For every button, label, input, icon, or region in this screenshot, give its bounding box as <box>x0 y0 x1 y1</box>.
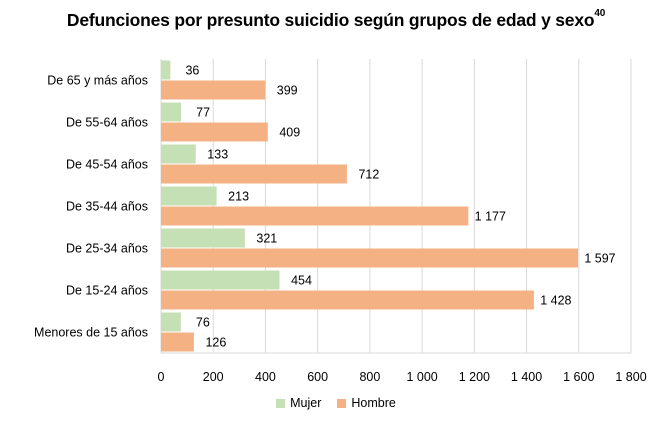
legend: Mujer Hombre <box>0 396 672 410</box>
data-label-hombre: 1 428 <box>540 294 571 308</box>
legend-item-mujer[interactable]: Mujer <box>276 396 321 410</box>
data-label-mujer: 213 <box>228 190 249 204</box>
bar-hombre <box>161 332 194 352</box>
x-tick-label: 800 <box>359 370 380 384</box>
category-label: De 55-64 años <box>66 116 148 130</box>
data-labels: 36 399 77 409 133 712 213 1 177 321 1 597 454 1 428… <box>185 64 615 350</box>
data-label-hombre: 1 597 <box>584 252 615 266</box>
title-footnote: 40 <box>594 8 606 19</box>
data-label-mujer: 36 <box>185 64 199 78</box>
x-tick-label: 1 000 <box>406 370 437 384</box>
category-label: De 35-44 años <box>66 200 148 214</box>
x-tick-label: 600 <box>307 370 328 384</box>
x-tick-label: 1 600 <box>563 370 594 384</box>
chart-title: Defunciones por presunto suicidio según … <box>0 8 672 31</box>
x-tick-label: 1 200 <box>459 370 490 384</box>
category-label: De 45-54 años <box>66 158 148 172</box>
bar-hombre <box>161 122 268 142</box>
bars <box>161 60 578 352</box>
x-tick-label: 200 <box>203 370 224 384</box>
legend-label-mujer: Mujer <box>290 396 322 410</box>
bar-mujer <box>161 186 217 206</box>
bar-hombre <box>161 206 469 226</box>
data-label-mujer: 454 <box>291 274 312 288</box>
bar-hombre <box>161 164 347 184</box>
category-label: De 25-34 años <box>66 242 148 256</box>
legend-swatch-hombre <box>337 398 347 408</box>
bar-mujer <box>161 144 196 164</box>
category-label: Menores de 15 años <box>34 326 148 340</box>
data-label-hombre: 399 <box>277 84 298 98</box>
category-label: De 15-24 años <box>66 284 148 298</box>
data-label-hombre: 1 177 <box>475 210 506 224</box>
bar-hombre <box>161 290 534 310</box>
category-label: De 65 y más años <box>47 74 148 88</box>
data-label-mujer: 133 <box>207 148 228 162</box>
chart-title-text: Defunciones por presunto suicidio según … <box>66 10 595 30</box>
x-tick-label: 1 800 <box>615 370 646 384</box>
legend-item-hombre[interactable]: Hombre <box>337 396 396 410</box>
bar-mujer <box>161 228 245 248</box>
bar-mujer <box>161 60 171 80</box>
bar-mujer <box>161 102 182 122</box>
data-label-mujer: 76 <box>196 316 210 330</box>
bar-hombre <box>161 248 578 268</box>
bar-mujer <box>161 312 181 332</box>
x-tick-label: 400 <box>255 370 276 384</box>
data-label-mujer: 77 <box>196 106 210 120</box>
legend-swatch-mujer <box>276 398 286 408</box>
legend-label-hombre: Hombre <box>351 396 396 410</box>
data-label-hombre: 409 <box>279 126 300 140</box>
category-labels: De 65 y más años De 55-64 años De 45-54 añ… <box>34 74 148 340</box>
x-tick-labels: 0 200 400 600 800 1 000 1 200 1 400 1 600 1 800 <box>158 370 647 384</box>
x-tick-label: 0 <box>158 370 165 384</box>
data-label-mujer: 321 <box>256 232 277 246</box>
bar-hombre <box>161 80 266 100</box>
x-tick-label: 1 400 <box>511 370 542 384</box>
bar-mujer <box>161 270 280 290</box>
data-label-hombre: 126 <box>205 336 226 350</box>
data-label-hombre: 712 <box>358 168 379 182</box>
